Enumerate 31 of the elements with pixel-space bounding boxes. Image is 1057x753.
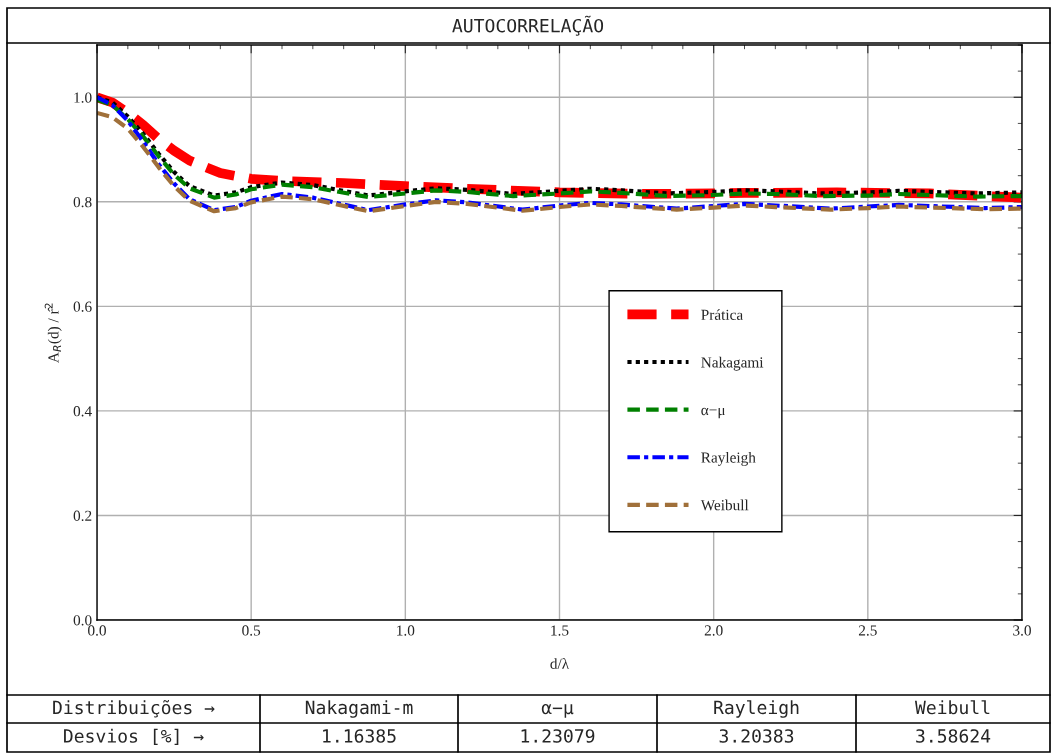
text: 3.20383 [719, 729, 794, 743]
text: 1.23079 [521, 729, 595, 743]
x-tick-label: 0.5 [242, 625, 261, 636]
y-tick-label: 0.8 [73, 196, 92, 208]
legend-label: Weibull [700, 499, 749, 511]
text: α−μ [541, 703, 574, 718]
y-tick-label: 0.0 [73, 615, 92, 626]
y-tick-label: 0.6 [73, 301, 92, 312]
text: Rayleigh [714, 700, 799, 718]
y-tick-label: 0.2 [73, 510, 92, 521]
x-tick-label: 2.5 [858, 625, 877, 636]
legend-label: Nakagami [701, 356, 764, 371]
text: 1.16385 [323, 729, 396, 743]
chart-title: AUTOCORRELAÇÃO [452, 15, 604, 36]
x-tick-label: 0.0 [88, 625, 106, 636]
text: Weibull [914, 700, 990, 715]
legend-label: α−μ [701, 407, 725, 419]
y-tick-label: 0.4 [73, 406, 92, 417]
text: 3.58624 [916, 729, 991, 743]
x-axis-title: d/λ [550, 658, 570, 669]
y-axis-title: A$_{R}$(d) / r̂$^{2}$ [44, 303, 62, 363]
y-tick-label: 1.0 [74, 92, 92, 103]
x-tick-label: 3.0 [1013, 625, 1031, 636]
x-tick-label: 1.5 [551, 625, 569, 636]
legend-label: Prática [701, 309, 743, 320]
text: Distribuições → [53, 700, 215, 718]
x-tick-label: 1.0 [397, 625, 415, 636]
legend-label: Rayleigh [701, 451, 756, 466]
text: Desvios [%] → [64, 728, 204, 745]
x-tick-label: 2.0 [704, 625, 723, 636]
text: Nakagami-m [305, 700, 413, 718]
